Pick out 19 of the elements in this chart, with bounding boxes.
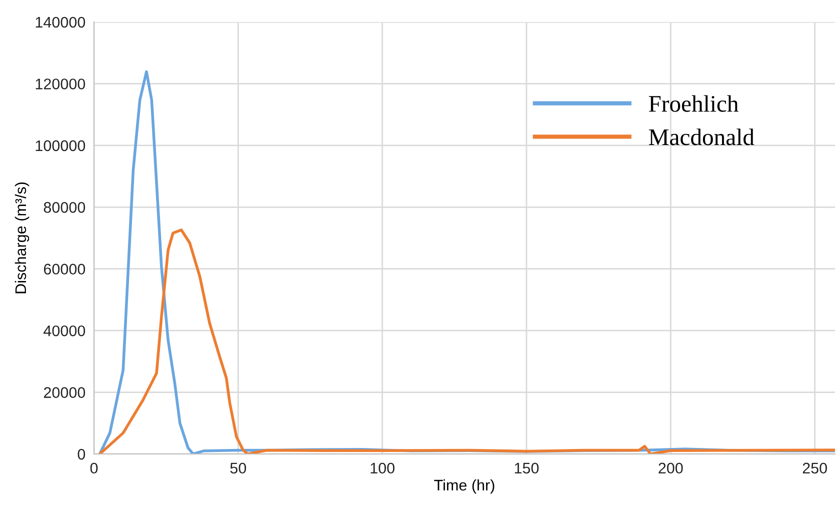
y-tick-label: 100000: [36, 140, 86, 152]
y-tick-label: 120000: [36, 78, 86, 90]
x-tick-label: 50: [230, 462, 246, 474]
legend-label: Froehlich: [648, 95, 738, 112]
x-tick-label: 0: [90, 462, 98, 474]
x-axis-title: Time (hr): [434, 479, 494, 494]
x-tick-label: 100: [370, 462, 394, 474]
x-tick-label: 200: [658, 462, 683, 474]
line-series: [98, 228, 835, 454]
legend-label: Macdonald: [648, 128, 754, 146]
y-tick-label: 80000: [44, 202, 86, 213]
x-tick-label: 150: [514, 462, 539, 474]
x-tick-label: 250: [802, 462, 827, 474]
y-tick-label: 40000: [44, 325, 86, 336]
y-axis-title: Discharge (m³/s): [14, 182, 30, 294]
y-tick-label: 140000: [36, 16, 86, 28]
y-tick-label: 20000: [44, 387, 86, 398]
y-tick-label: 60000: [44, 264, 86, 275]
y-tick-label: 0: [78, 448, 86, 460]
